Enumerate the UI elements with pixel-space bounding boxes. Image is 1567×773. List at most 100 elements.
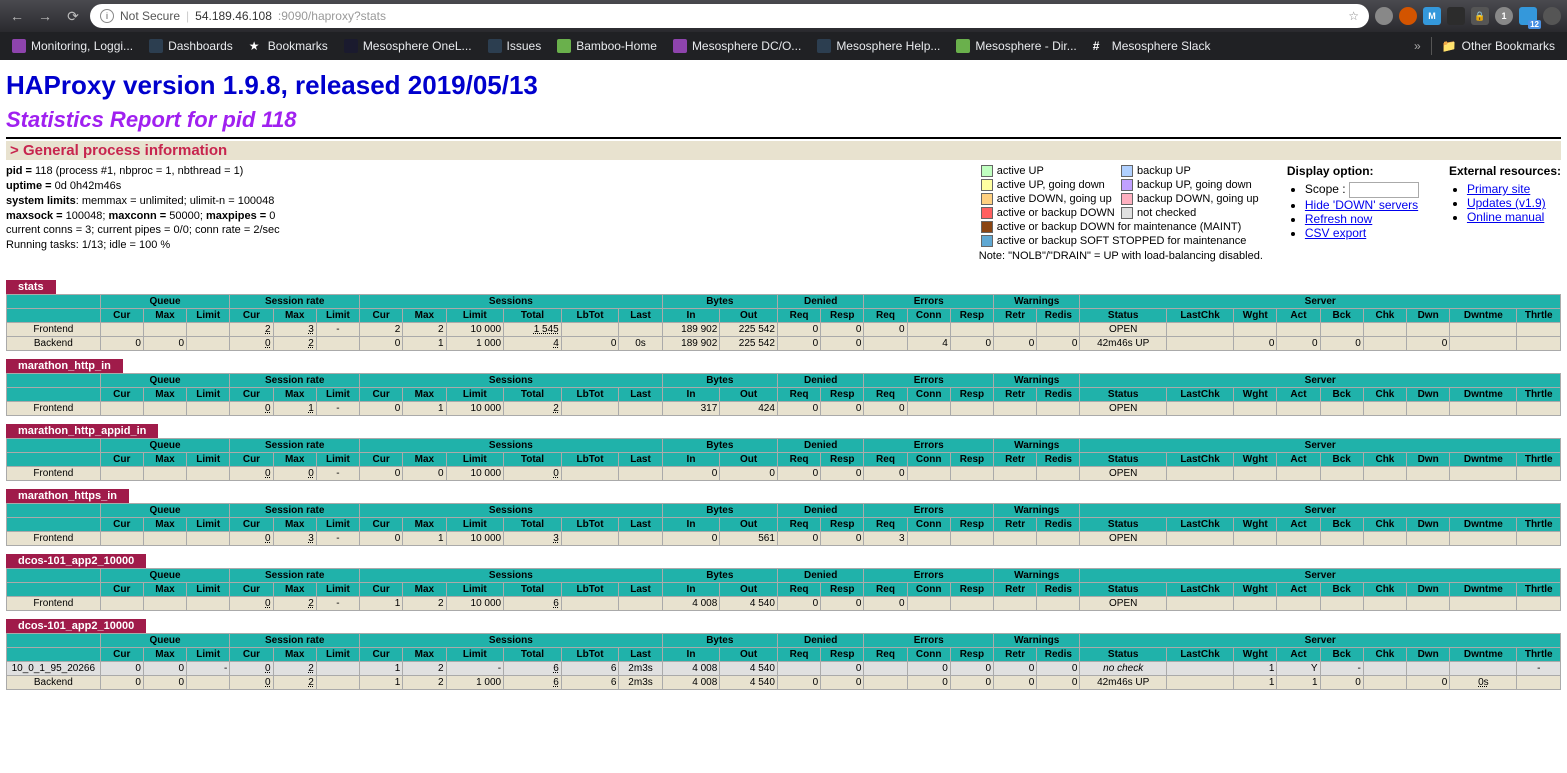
header-col: LbTot (561, 309, 619, 323)
header-col: Dwntme (1450, 518, 1517, 532)
address-bar[interactable]: i Not Secure | 54.189.46.108 :9090/hapro… (90, 4, 1369, 28)
primary-site-link[interactable]: Primary site (1467, 182, 1530, 196)
hide-down-link[interactable]: Hide 'DOWN' servers (1305, 198, 1418, 212)
proxy-title[interactable]: marathon_http_appid_in (6, 424, 158, 438)
bookmark-item[interactable]: Mesosphere OneL... (338, 37, 478, 55)
header-group-row: QueueSession rateSessionsBytesDeniedErro… (7, 634, 1561, 648)
table-cell (1037, 597, 1080, 611)
bookmark-label: Mesosphere - Dir... (975, 39, 1076, 53)
ext-icon[interactable]: 🔒 (1471, 7, 1489, 25)
proxy-title[interactable]: dcos-101_app2_10000 (6, 619, 146, 633)
bookmark-item[interactable]: Mesosphere DC/O... (667, 37, 807, 55)
page-content: HAProxy version 1.9.8, released 2019/05/… (0, 60, 1567, 694)
table-cell: - (446, 662, 504, 676)
scope-input[interactable] (1349, 182, 1419, 198)
table-cell: OPEN (1080, 597, 1166, 611)
table-row: Backend0002121 000662m3s4 0084 540000000… (7, 676, 1561, 690)
table-cell: Frontend (7, 597, 101, 611)
ext-icon[interactable] (1447, 7, 1465, 25)
table-cell (1450, 532, 1517, 546)
header-col: Total (504, 388, 562, 402)
bookmark-label: Mesosphere OneL... (363, 39, 472, 53)
proxy-title[interactable]: marathon_https_in (6, 489, 129, 503)
star-icon[interactable]: ☆ (1348, 9, 1359, 23)
refresh-link[interactable]: Refresh now (1305, 212, 1372, 226)
table-cell: 0 (100, 337, 143, 351)
table-cell (994, 402, 1037, 416)
header-col: Resp (821, 309, 864, 323)
table-cell (100, 402, 143, 416)
ext-icon[interactable]: 12 (1519, 7, 1537, 25)
header-col: Out (720, 388, 778, 402)
ext-icon[interactable] (1399, 7, 1417, 25)
ext-icon[interactable] (1375, 7, 1393, 25)
header-group (7, 569, 101, 583)
table-cell (1450, 323, 1517, 337)
header-col: Cur (360, 648, 403, 662)
header-col: Act (1277, 453, 1320, 467)
header-col: Dwn (1407, 309, 1450, 323)
reload-button[interactable]: ⟳ (62, 5, 84, 27)
avatar-icon[interactable] (1543, 7, 1561, 25)
bookmark-item[interactable]: Mesosphere - Dir... (950, 37, 1082, 55)
header-col: Max (403, 648, 446, 662)
header-col: Conn (907, 388, 950, 402)
info-icon[interactable]: i (100, 9, 114, 23)
header-col: Conn (907, 583, 950, 597)
table-cell: 0 (561, 337, 619, 351)
csv-export-link[interactable]: CSV export (1305, 226, 1366, 240)
table-cell: 1 000 (446, 676, 504, 690)
table-cell (619, 402, 662, 416)
header-group: Session rate (230, 634, 360, 648)
header-group (7, 374, 101, 388)
table-cell (619, 323, 662, 337)
header-group: Errors (864, 504, 994, 518)
bookmark-item[interactable]: Mesosphere Help... (811, 37, 946, 55)
stats-table: QueueSession rateSessionsBytesDeniedErro… (6, 438, 1561, 481)
bookmarks-overflow[interactable]: » (1408, 39, 1427, 53)
other-bookmarks[interactable]: 📁 Other Bookmarks (1436, 37, 1561, 55)
table-cell (561, 532, 619, 546)
ext-icon[interactable]: 1 (1495, 7, 1513, 25)
table-cell: 0 (821, 467, 864, 481)
table-cell (1277, 402, 1320, 416)
header-col: Redis (1037, 309, 1080, 323)
page-title: HAProxy version 1.9.8, released 2019/05/… (6, 70, 1561, 101)
table-cell (1517, 337, 1561, 351)
legend: active UPbackup UPactive UP, going downb… (979, 164, 1263, 262)
section-header-text: General process information (23, 142, 227, 159)
table-cell: 0 (994, 337, 1037, 351)
table-row: 10_0_1_95_2026600-0212-662m3s4 0084 5400… (7, 662, 1561, 676)
header-col: Thrtle (1517, 453, 1561, 467)
ext-icon[interactable]: M (1423, 7, 1441, 25)
header-group: Server (1080, 295, 1561, 309)
bookmark-item[interactable]: ★Bookmarks (243, 37, 334, 55)
table-cell (187, 402, 230, 416)
legend-label: backup UP (1137, 165, 1191, 177)
display-option-panel: Display option: Scope : Hide 'DOWN' serv… (1287, 164, 1419, 240)
bookmark-item[interactable]: Bamboo-Home (551, 37, 663, 55)
bookmark-item[interactable]: Issues (482, 37, 548, 55)
bookmark-item[interactable]: Monitoring, Loggi... (6, 37, 139, 55)
bookmark-item[interactable]: #Mesosphere Slack (1087, 37, 1217, 55)
header-col: Status (1080, 309, 1166, 323)
bookmark-item[interactable]: Dashboards (143, 37, 239, 55)
proxy-title[interactable]: dcos-101_app2_10000 (6, 554, 146, 568)
proxy-title[interactable]: marathon_http_in (6, 359, 123, 373)
table-cell (1166, 337, 1233, 351)
updates-link[interactable]: Updates (v1.9) (1467, 196, 1546, 210)
table-cell (1277, 467, 1320, 481)
manual-link[interactable]: Online manual (1467, 210, 1544, 224)
table-cell: 0 (1037, 662, 1080, 676)
back-button[interactable]: ← (6, 5, 28, 27)
table-cell: Frontend (7, 323, 101, 337)
forward-button[interactable]: → (34, 5, 56, 27)
header-group: Sessions (360, 569, 663, 583)
header-col: Cur (230, 388, 273, 402)
table-cell: 6 (504, 662, 562, 676)
table-cell: 0 (777, 597, 820, 611)
header-col: Out (720, 518, 778, 532)
proxy-title[interactable]: stats (6, 280, 56, 294)
table-cell: 0 (360, 402, 403, 416)
table-cell: OPEN (1080, 402, 1166, 416)
